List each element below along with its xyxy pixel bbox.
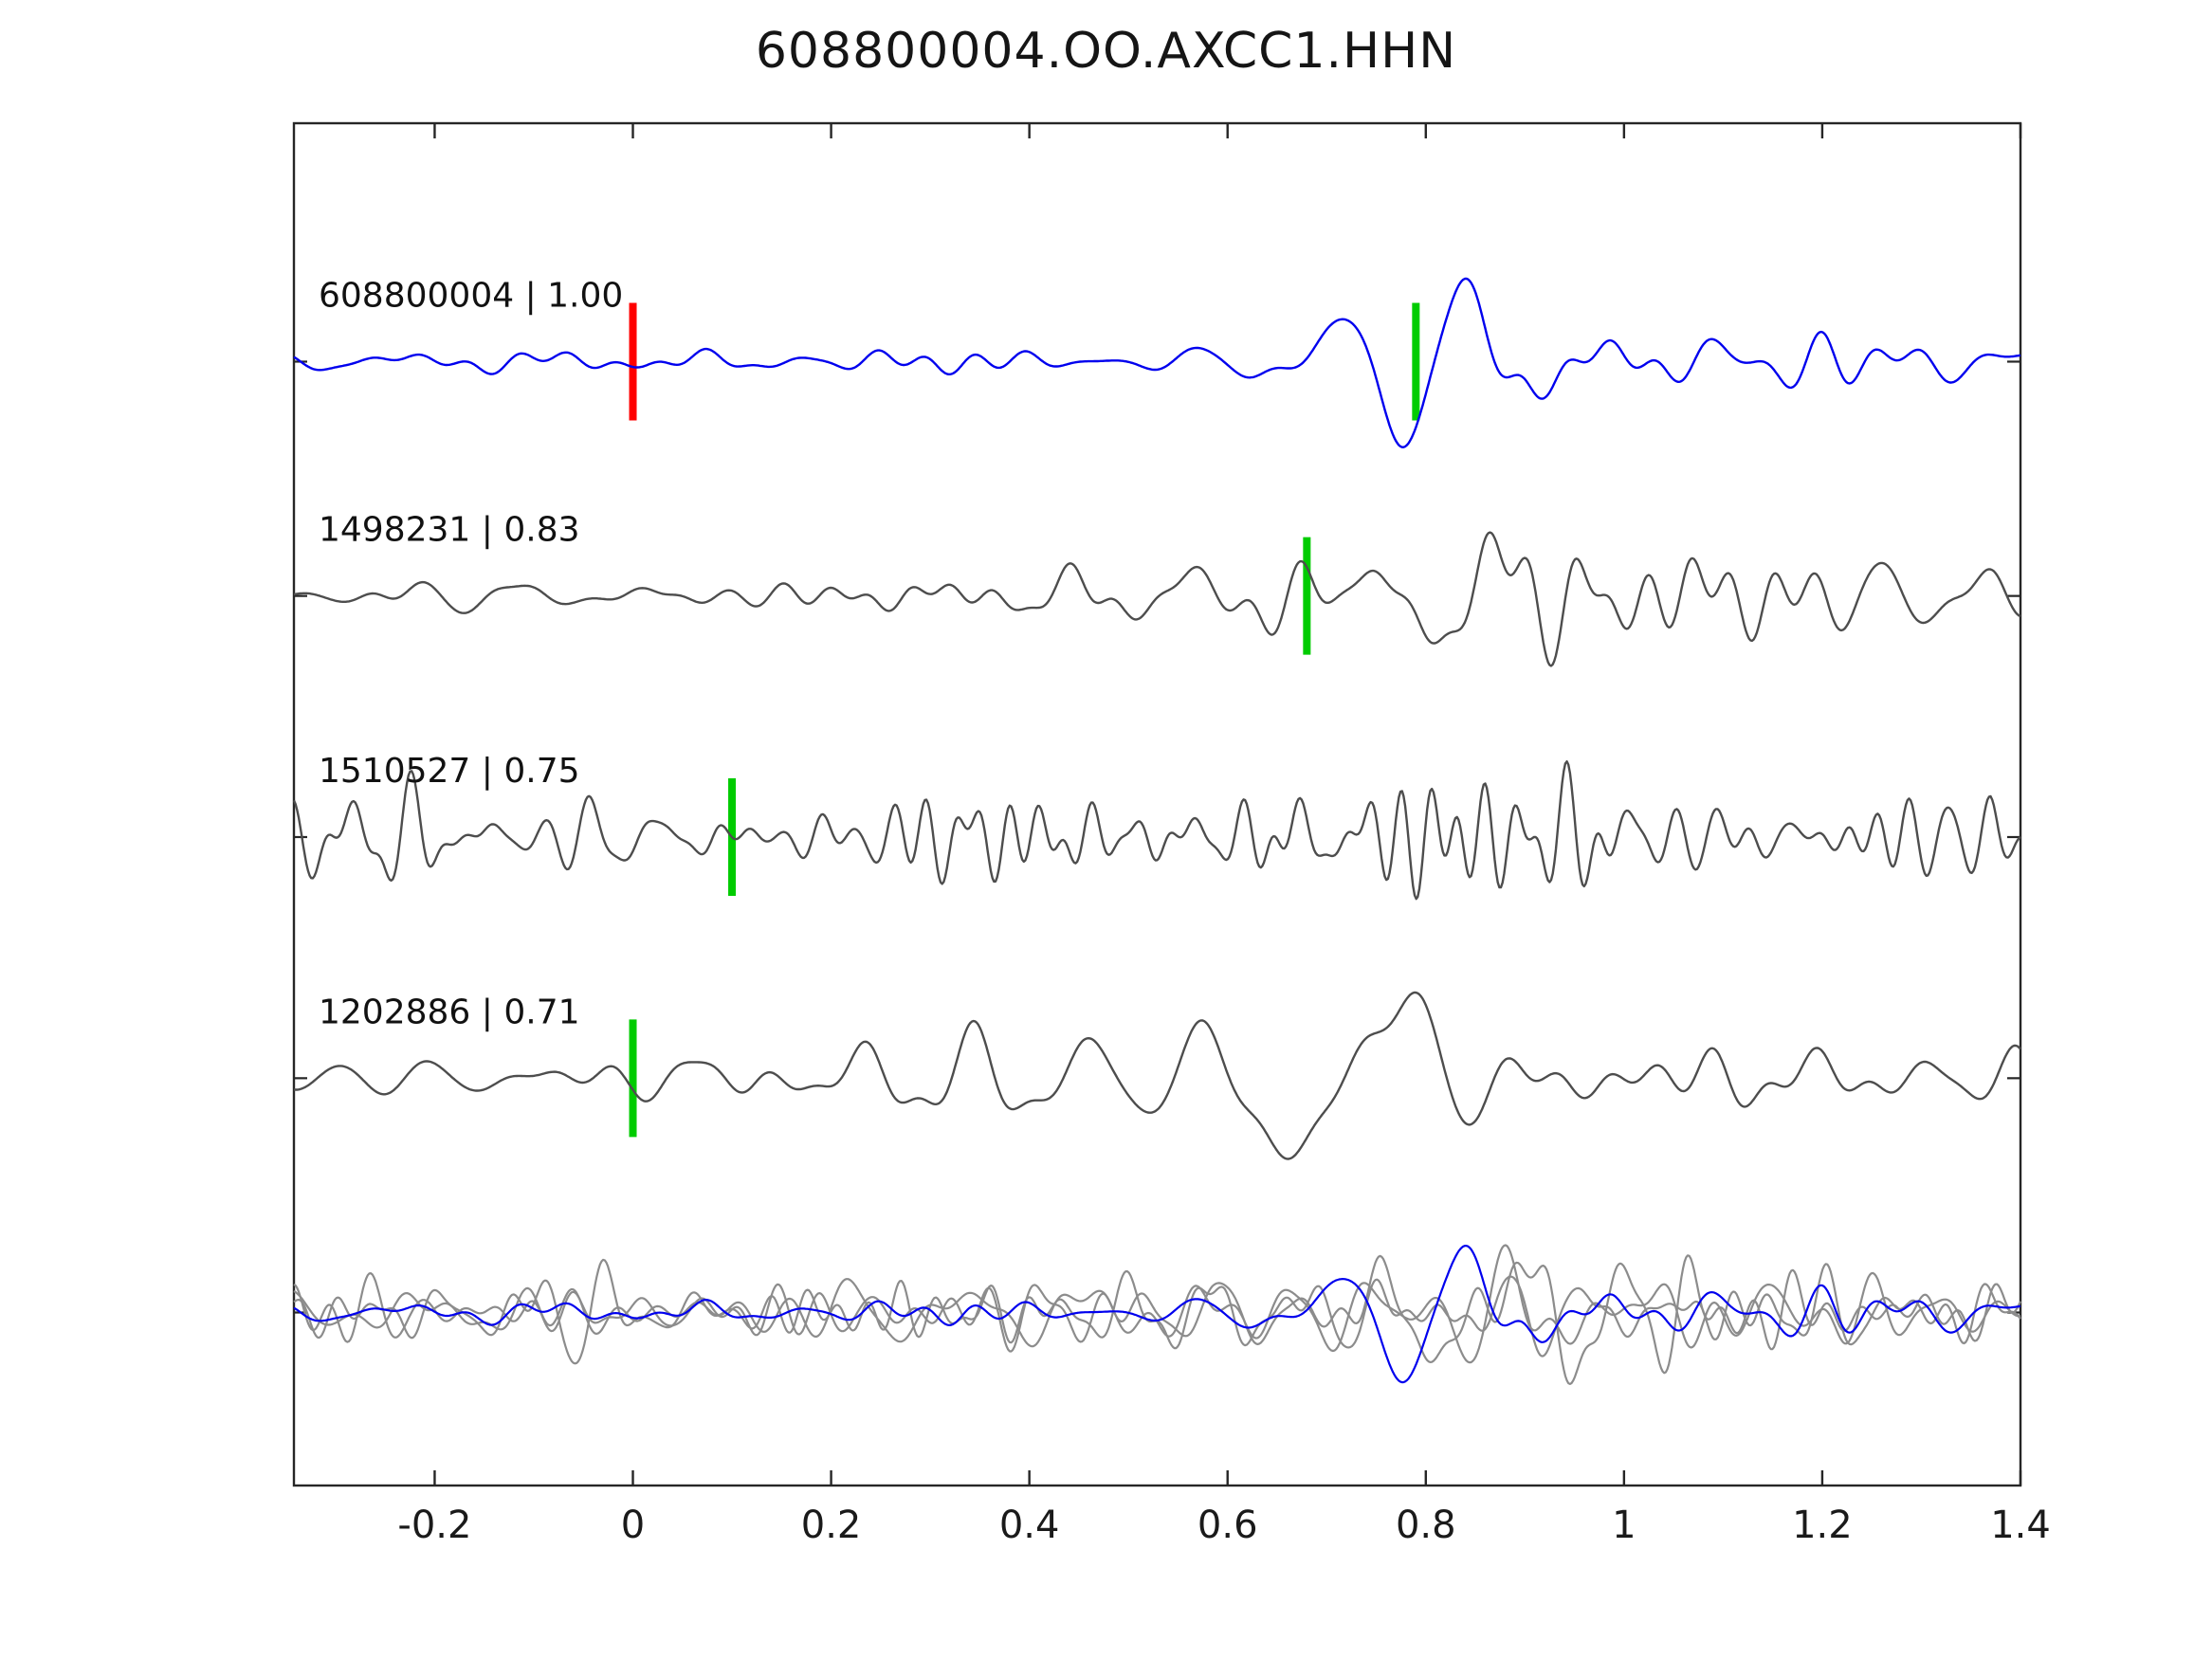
waveform-trace-4 xyxy=(293,991,2021,1160)
x-tick-label: -0.2 xyxy=(397,1504,471,1547)
x-tick-label: 0.6 xyxy=(1197,1504,1258,1547)
x-tick-label: 0.4 xyxy=(999,1504,1060,1547)
x-tick-label: 0.8 xyxy=(1396,1504,1456,1547)
x-tick-label: 0.2 xyxy=(801,1504,862,1547)
x-tick-label: 1.4 xyxy=(1990,1504,2051,1547)
waveform-trace-2 xyxy=(293,531,2021,667)
figure-title: 608800004.OO.AXCC1.HHN xyxy=(755,23,1457,80)
axis-box xyxy=(292,121,2022,1487)
trace-label-3: 1510527 | 0.75 xyxy=(319,752,580,791)
x-tick-label: 1.2 xyxy=(1792,1504,1853,1547)
x-tick-label: 0 xyxy=(621,1504,645,1547)
x-tick-label: 1 xyxy=(1612,1504,1636,1547)
overlay-gray-3 xyxy=(293,1244,2020,1364)
waveform-trace-3 xyxy=(292,760,2021,901)
overlay-template-blue xyxy=(293,1244,2021,1384)
trace-label-1: 608800004 | 1.00 xyxy=(319,276,623,315)
trace-label-2: 1498231 | 0.83 xyxy=(319,511,580,550)
waveform-trace-1 xyxy=(293,277,2021,448)
trace-label-4: 1202886 | 0.71 xyxy=(319,993,580,1031)
